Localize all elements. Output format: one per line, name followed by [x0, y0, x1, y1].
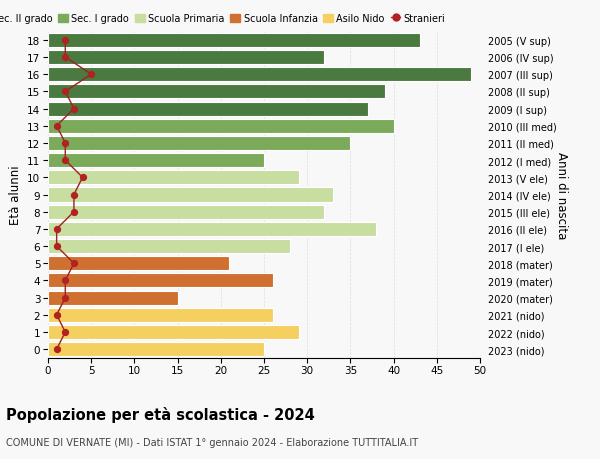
Bar: [48, 274, 272, 288]
Point: [61, 277, 70, 285]
Text: Popolazione per età scolastica - 2024: Popolazione per età scolastica - 2024: [6, 406, 315, 422]
Point: [86, 71, 96, 78]
Bar: [48, 51, 325, 65]
Point: [69, 208, 79, 216]
Bar: [48, 325, 299, 339]
Point: [52, 243, 61, 250]
Point: [61, 294, 70, 302]
Bar: [48, 342, 264, 357]
Point: [52, 346, 61, 353]
Bar: [48, 222, 376, 236]
Bar: [48, 34, 419, 48]
Point: [61, 37, 70, 45]
Bar: [48, 137, 350, 151]
Point: [52, 226, 61, 233]
Text: COMUNE DI VERNATE (MI) - Dati ISTAT 1° gennaio 2024 - Elaborazione TUTTITALIA.IT: COMUNE DI VERNATE (MI) - Dati ISTAT 1° g…: [6, 437, 418, 447]
Point: [69, 260, 79, 267]
Point: [61, 54, 70, 62]
Bar: [48, 257, 229, 271]
Point: [61, 157, 70, 164]
Bar: [48, 154, 264, 168]
Bar: [48, 85, 385, 99]
Bar: [48, 188, 333, 202]
Point: [52, 123, 61, 130]
Bar: [48, 102, 368, 116]
Bar: [48, 291, 178, 305]
Bar: [48, 308, 272, 322]
Y-axis label: Età alunni: Età alunni: [8, 165, 22, 225]
Point: [69, 191, 79, 199]
Point: [61, 89, 70, 96]
Bar: [48, 205, 325, 219]
Bar: [48, 171, 299, 185]
Bar: [48, 68, 472, 82]
Bar: [48, 119, 394, 134]
Point: [52, 312, 61, 319]
Point: [61, 140, 70, 147]
Point: [61, 329, 70, 336]
Legend: Sec. II grado, Sec. I grado, Scuola Primaria, Scuola Infanzia, Asilo Nido, Stran: Sec. II grado, Sec. I grado, Scuola Prim…: [0, 14, 446, 24]
Point: [69, 106, 79, 113]
Point: [78, 174, 88, 182]
Y-axis label: Anni di nascita: Anni di nascita: [554, 151, 568, 239]
Bar: [48, 240, 290, 253]
